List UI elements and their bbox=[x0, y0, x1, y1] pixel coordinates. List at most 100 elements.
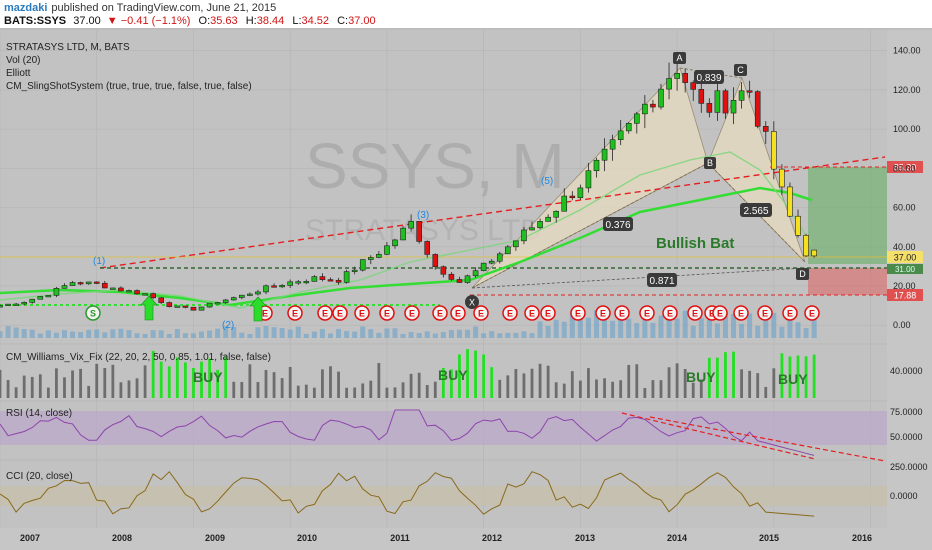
volume-bar bbox=[247, 333, 253, 338]
indicator-vol[interactable]: Vol (20) bbox=[6, 55, 40, 66]
exit-marker bbox=[317, 305, 333, 321]
volume-bar bbox=[650, 322, 656, 338]
volume-bar bbox=[279, 327, 285, 338]
point-b-label: B bbox=[707, 158, 713, 168]
candle-body bbox=[601, 148, 608, 161]
exit-marker bbox=[595, 305, 611, 321]
candle-body bbox=[811, 249, 817, 257]
indicator-slingshot[interactable]: CM_SlingShotSystem (true, true, true, fa… bbox=[6, 81, 252, 92]
candle-body bbox=[239, 294, 245, 298]
williams-bar bbox=[740, 369, 743, 398]
volume-bar bbox=[666, 319, 672, 338]
volume-bar bbox=[456, 329, 462, 338]
volume-bar bbox=[674, 318, 680, 338]
indicator-elliott[interactable]: Elliott bbox=[6, 68, 31, 79]
candle-body bbox=[230, 297, 237, 301]
candle-body bbox=[682, 73, 688, 83]
price-tick-label: 40.00 bbox=[893, 242, 916, 252]
target-zone bbox=[808, 167, 887, 264]
williams-bar bbox=[772, 368, 776, 398]
williams-bar bbox=[812, 354, 816, 398]
candle-body bbox=[408, 221, 414, 229]
candle-body bbox=[190, 306, 197, 311]
candle-body bbox=[359, 259, 366, 271]
candle-body bbox=[0, 305, 3, 308]
price-tick-label: 100.00 bbox=[893, 124, 921, 134]
candle-body bbox=[158, 297, 165, 303]
volume-bar bbox=[255, 327, 261, 338]
exit-marker-label: E bbox=[322, 309, 328, 319]
volume-bar bbox=[497, 333, 503, 338]
candle-body bbox=[271, 285, 277, 288]
williams-bar bbox=[514, 369, 518, 398]
candle-body bbox=[787, 186, 793, 217]
candle-body bbox=[561, 195, 568, 212]
volume-bar bbox=[207, 330, 213, 338]
williams-bar bbox=[192, 367, 195, 398]
candle-body bbox=[690, 82, 697, 90]
buy-arrow-icon bbox=[140, 295, 158, 321]
header-bar bbox=[0, 0, 932, 28]
candle-body bbox=[722, 90, 729, 114]
candle-body bbox=[577, 187, 584, 199]
volume-bar bbox=[344, 331, 350, 338]
cci-tick-0: 0.0000 bbox=[890, 491, 918, 501]
williams-bar bbox=[369, 380, 373, 398]
year-label: 2008 bbox=[112, 533, 132, 543]
williams-bar bbox=[321, 369, 324, 398]
rsi-pane-title[interactable]: RSI (14, close) bbox=[6, 408, 72, 419]
candle-body bbox=[93, 281, 100, 284]
ratio-xb-box: 0.376 bbox=[603, 217, 633, 231]
candle-body bbox=[650, 103, 656, 108]
exit-marker bbox=[614, 305, 630, 321]
year-label: 2016 bbox=[852, 533, 872, 543]
candle-body bbox=[392, 239, 398, 247]
point-c-marker: C bbox=[734, 64, 747, 76]
exit-marker bbox=[432, 305, 448, 321]
williams-pane-title[interactable]: CM_Williams_Vix_Fix (22, 20, 2, 50, 0.85… bbox=[6, 352, 271, 363]
williams-bar bbox=[216, 369, 220, 398]
wave-2-label: (2) bbox=[222, 320, 234, 331]
williams-bar bbox=[635, 364, 639, 398]
year-label: 2011 bbox=[390, 533, 410, 543]
ratio-xd-box: 0.871 bbox=[647, 273, 677, 287]
volume-bar bbox=[45, 330, 51, 338]
candle-body bbox=[263, 285, 269, 293]
williams-bar bbox=[748, 370, 752, 398]
volume-bar bbox=[553, 319, 559, 338]
candle-body bbox=[505, 246, 511, 255]
volume-bar bbox=[126, 330, 132, 338]
candle-body bbox=[37, 296, 44, 300]
volume-bar bbox=[714, 323, 720, 338]
exit-marker-label: E bbox=[619, 309, 625, 319]
cci-pane-title[interactable]: CCI (20, close) bbox=[6, 471, 73, 482]
williams-bar bbox=[587, 368, 590, 398]
williams-bar bbox=[288, 366, 292, 398]
buy-label-4: BUY bbox=[778, 371, 808, 387]
price-tick-label: 120.00 bbox=[893, 85, 921, 95]
candle-body bbox=[126, 290, 132, 293]
buy-arrows bbox=[140, 295, 267, 322]
williams-bar bbox=[578, 380, 582, 398]
exit-marker bbox=[379, 305, 395, 321]
williams-bar bbox=[627, 364, 631, 398]
exit-marker-label: E bbox=[292, 309, 298, 319]
exit-marker bbox=[687, 305, 703, 321]
williams-bar bbox=[175, 357, 179, 398]
fast-ma bbox=[0, 151, 813, 309]
exit-marker bbox=[354, 305, 370, 321]
author-link[interactable]: mazdaki bbox=[4, 2, 47, 14]
williams-bar bbox=[716, 357, 719, 398]
volume-bar bbox=[763, 318, 769, 338]
candle-body bbox=[585, 170, 592, 189]
candle-body bbox=[480, 262, 487, 271]
candle-body bbox=[529, 227, 535, 231]
price-tick-label: 140.00 bbox=[893, 46, 921, 56]
candle-body bbox=[400, 227, 406, 241]
williams-bar bbox=[732, 351, 735, 398]
candle-body bbox=[432, 254, 439, 268]
candle-body bbox=[29, 298, 36, 303]
volume-bar bbox=[448, 330, 454, 338]
candle-body bbox=[746, 90, 753, 93]
volume-bar bbox=[545, 325, 551, 338]
